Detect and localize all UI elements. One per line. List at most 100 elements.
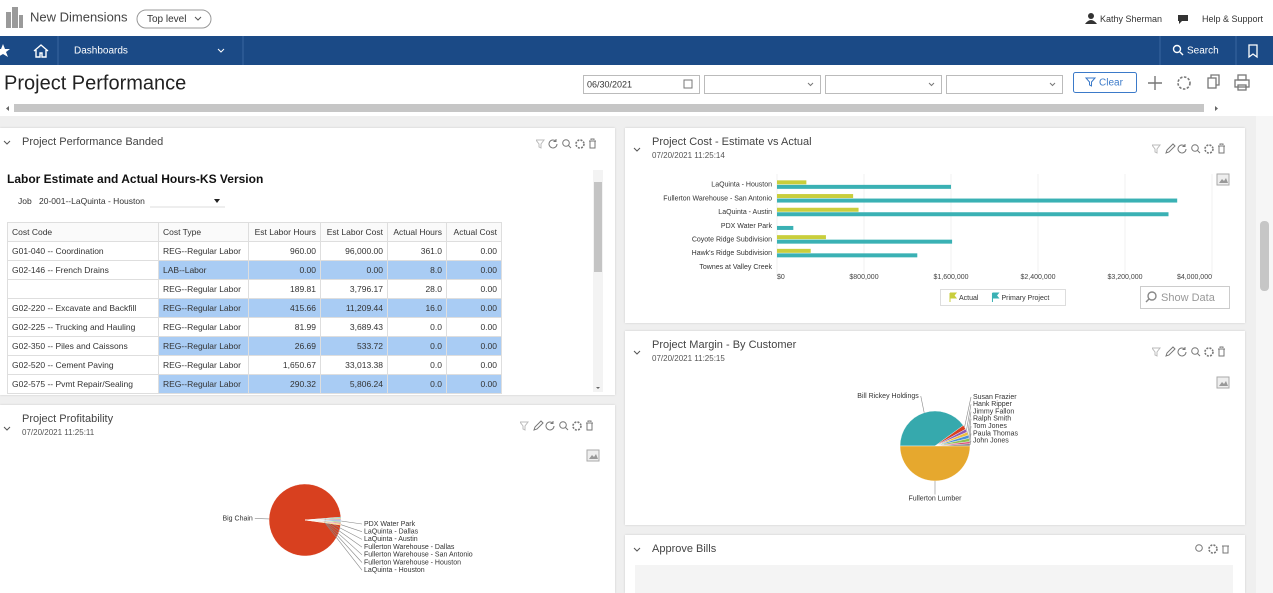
refresh-icon[interactable]	[1177, 347, 1187, 357]
search-icon[interactable]	[1191, 347, 1199, 355]
filter-select[interactable]	[946, 75, 1063, 94]
bookmark-icon[interactable]	[1248, 44, 1258, 59]
search-icon[interactable]	[1191, 144, 1199, 152]
job-value[interactable]: 20-001--LaQuinta - Houston	[39, 196, 145, 206]
x-tick-label: $0	[777, 274, 785, 281]
edit-icon[interactable]	[533, 420, 544, 431]
filter-icon[interactable]	[1152, 347, 1161, 357]
job-select-arrow[interactable]	[214, 199, 220, 203]
search-handle	[568, 145, 572, 149]
collapse-chevron[interactable]	[3, 426, 11, 431]
search-icon[interactable]	[1195, 544, 1203, 552]
leader-line	[964, 396, 972, 428]
search-handle	[565, 427, 569, 431]
table-cell: 5,806.24	[320, 374, 388, 394]
collapse-chevron[interactable]	[3, 140, 11, 145]
table-cell: 3,796.17	[320, 279, 388, 299]
scrollbar-graphics	[6, 104, 1218, 112]
panel-tools	[536, 138, 596, 149]
scroll-thumb[interactable]	[1260, 221, 1269, 291]
page-title: Project Performance	[4, 72, 186, 94]
delete-icon[interactable]	[1222, 545, 1229, 554]
leader-line	[968, 418, 972, 437]
refresh-icon[interactable]	[1177, 144, 1187, 154]
column-header: Cost Code	[7, 222, 159, 242]
filter-icon[interactable]	[520, 421, 529, 431]
settings-icon[interactable]	[572, 421, 582, 431]
print-icon[interactable]	[1234, 74, 1250, 91]
export-image-icon[interactable]	[586, 449, 600, 462]
search-button[interactable]: Search	[1187, 46, 1219, 57]
delete-icon[interactable]	[586, 420, 593, 431]
user-name[interactable]: Kathy Sherman	[1100, 14, 1162, 24]
approve-bills-panel: Approve Bills	[625, 535, 1245, 593]
favorites-icon[interactable]	[0, 44, 10, 57]
scroll-left[interactable]	[6, 106, 9, 111]
scroll-right[interactable]	[1215, 106, 1218, 111]
table-cell: 0.0	[387, 374, 447, 394]
dashboards-menu[interactable]: Dashboards	[74, 46, 128, 57]
table-cell: 0.00	[248, 260, 321, 280]
y-tick-label: PDX Water Park	[721, 223, 773, 230]
search-handle	[1197, 150, 1201, 154]
table-header-row: Cost Code Cost Type Est Labor Hours Est Lab…	[7, 222, 502, 242]
settings-icon[interactable]	[1204, 144, 1214, 154]
filter-icon[interactable]	[1152, 144, 1161, 154]
pie-label: Fullerton Lumber	[909, 495, 963, 502]
pie-label: LaQuinta - Dallas	[364, 529, 419, 536]
scroll-thumb[interactable]	[14, 104, 1204, 112]
export-image-glyph	[1219, 178, 1228, 183]
show-data-button[interactable]	[1140, 286, 1230, 309]
delete-icon[interactable]	[1218, 346, 1225, 357]
delete-icon[interactable]	[589, 138, 596, 149]
add-icon[interactable]	[1148, 76, 1162, 90]
pie-label: Fullerton Warehouse - Dallas	[364, 544, 455, 551]
leader-line	[324, 521, 363, 563]
settings-icon[interactable]	[575, 139, 585, 149]
legend-swatch	[991, 292, 1000, 302]
leader-line	[920, 396, 925, 413]
search-icon[interactable]	[562, 139, 570, 147]
bar	[777, 180, 807, 185]
pie-label: Paula Thomas	[973, 430, 1019, 437]
scope-selector[interactable]	[136, 9, 212, 29]
date-input[interactable]	[583, 75, 700, 94]
x-tick-label: $800,000	[849, 274, 878, 281]
settings-icon[interactable]	[1204, 347, 1214, 357]
leader-line	[324, 522, 363, 571]
scroll-track	[593, 170, 603, 392]
search-icon[interactable]	[559, 421, 567, 429]
settings-icon[interactable]	[1208, 544, 1218, 554]
edit-icon[interactable]	[1165, 346, 1176, 357]
help-link[interactable]: Help & Support	[1202, 14, 1264, 24]
user-icon	[1085, 13, 1097, 24]
dashboards-chevron	[217, 48, 225, 53]
refresh-icon[interactable]	[548, 139, 558, 149]
export-image-icon[interactable]	[1216, 173, 1230, 186]
select-chevron	[1049, 82, 1056, 87]
scroll-thumb[interactable]	[594, 182, 602, 272]
table-row: G02-146 -- French Drains LAB--Labor 0.00 0.…	[7, 260, 502, 280]
delete-icon[interactable]	[1218, 143, 1225, 154]
settings-icon[interactable]	[1177, 76, 1191, 90]
collapse-chevron[interactable]	[633, 147, 641, 152]
margin-panel: Bill Rickey Holdings Susan Frazier Hank Ri…	[625, 331, 1245, 525]
bar	[777, 239, 953, 244]
bills-grid	[635, 565, 1233, 593]
filter-select[interactable]	[704, 75, 821, 94]
table-cell: 960.00	[248, 241, 321, 261]
filter-select[interactable]	[825, 75, 942, 94]
table-cell: REG--Regular Labor	[158, 279, 249, 299]
copy-icon[interactable]	[1207, 74, 1220, 89]
scroll-down[interactable]	[596, 387, 600, 389]
x-tick-label: $4,000,000	[1177, 274, 1212, 281]
collapse-chevron[interactable]	[633, 547, 641, 552]
filter-icon[interactable]	[536, 139, 545, 149]
export-image-icon[interactable]	[1216, 376, 1230, 389]
refresh-icon[interactable]	[545, 421, 555, 431]
home-icon[interactable]	[33, 44, 49, 58]
collapse-chevron[interactable]	[633, 350, 641, 355]
edit-icon[interactable]	[1165, 143, 1176, 154]
table-row: G02-575 -- Pvmt Repair/Sealing REG--Regul…	[7, 374, 502, 394]
